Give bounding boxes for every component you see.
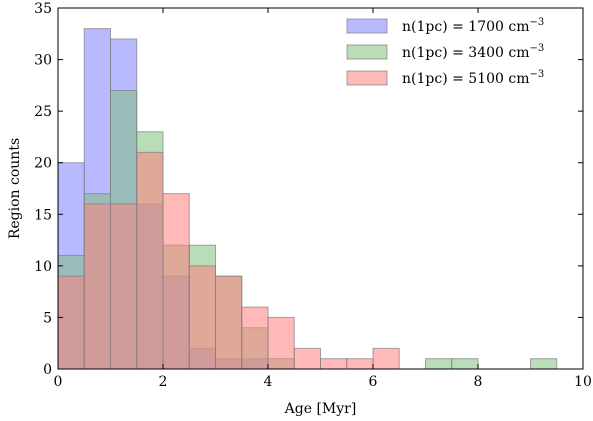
histogram-bar bbox=[188, 265, 216, 370]
histogram-bar bbox=[215, 275, 243, 370]
plot-frame bbox=[57, 7, 584, 370]
histogram-bar bbox=[425, 358, 453, 370]
y-tick-label: 15 bbox=[34, 207, 52, 223]
x-tick-label: 0 bbox=[54, 374, 63, 390]
histogram-bar bbox=[530, 358, 558, 370]
y-tick-label: 5 bbox=[43, 310, 52, 326]
x-tick-label: 6 bbox=[369, 374, 378, 390]
histogram-bar bbox=[293, 347, 321, 370]
legend-swatch bbox=[346, 44, 388, 60]
histogram-bar bbox=[162, 193, 190, 370]
legend-swatch bbox=[346, 18, 388, 34]
series-3-bars bbox=[57, 151, 400, 370]
y-tick-label: 25 bbox=[34, 104, 52, 120]
y-tick-label: 20 bbox=[34, 156, 52, 172]
y-tick-label: 0 bbox=[43, 362, 52, 378]
histogram-bar bbox=[241, 306, 269, 370]
y-tick-label: 10 bbox=[34, 259, 52, 275]
legend-label: n(1pc) = 1700 cm−3 bbox=[402, 17, 544, 35]
histogram-bar bbox=[320, 358, 348, 370]
x-tick-label: 2 bbox=[159, 374, 168, 390]
x-axis-label: Age [Myr] bbox=[284, 401, 357, 417]
histogram-bar bbox=[83, 203, 111, 370]
histogram-bar bbox=[346, 358, 374, 370]
histogram-bar bbox=[451, 358, 479, 370]
y-tick-label: 35 bbox=[34, 1, 52, 17]
ticks-layer: 0 2 4 6 8 10 0 5 10 15 20 25 30 35 bbox=[34, 1, 592, 390]
bars-layer bbox=[57, 28, 558, 370]
histogram-bar bbox=[110, 203, 138, 370]
legend-label: n(1pc) = 3400 cm−3 bbox=[402, 43, 544, 61]
x-tick-label: 8 bbox=[474, 374, 483, 390]
legend-entry-3: n(1pc) = 5100 cm−3 bbox=[346, 69, 544, 87]
histogram-bar bbox=[267, 316, 295, 370]
legend-label: n(1pc) = 5100 cm−3 bbox=[402, 69, 544, 87]
x-tick-label: 4 bbox=[264, 374, 273, 390]
legend: n(1pc) = 1700 cm−3 n(1pc) = 3400 cm−3 n(1p… bbox=[346, 17, 544, 87]
x-tick-label: 10 bbox=[574, 374, 592, 390]
histogram-bar bbox=[372, 347, 400, 370]
legend-swatch bbox=[346, 70, 388, 86]
y-tick-label: 30 bbox=[34, 53, 52, 69]
y-axis-label: Region counts bbox=[7, 138, 23, 239]
legend-entry-1: n(1pc) = 1700 cm−3 bbox=[346, 17, 544, 35]
histogram-bar bbox=[136, 151, 164, 370]
legend-entry-2: n(1pc) = 3400 cm−3 bbox=[346, 43, 544, 61]
histogram-bar bbox=[57, 275, 85, 370]
